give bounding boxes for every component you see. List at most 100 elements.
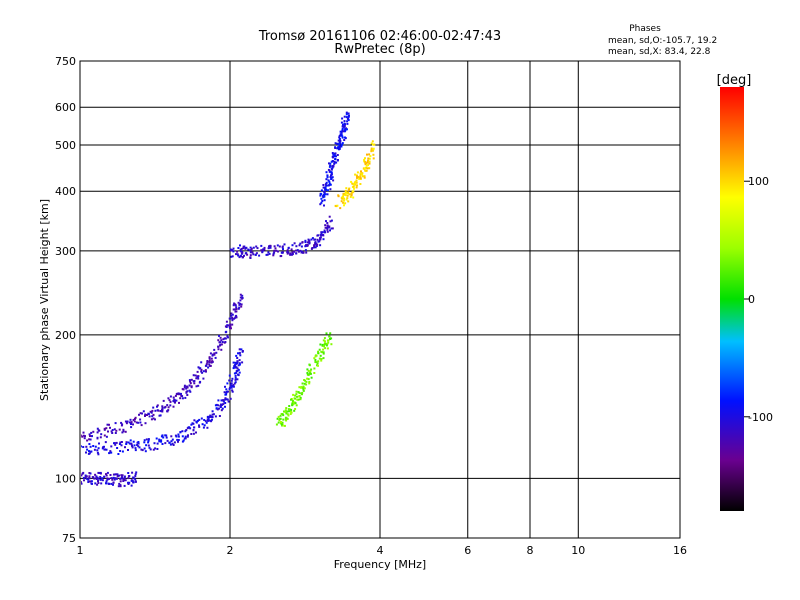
data-point xyxy=(350,180,353,183)
y-tick-label: 300 xyxy=(55,245,76,258)
y-tick-label: 400 xyxy=(55,185,76,198)
colorbar xyxy=(720,87,744,511)
data-point xyxy=(88,433,91,436)
data-point xyxy=(225,330,228,333)
data-point xyxy=(330,168,333,171)
data-point xyxy=(236,378,239,381)
data-point xyxy=(156,405,158,408)
data-point xyxy=(330,173,333,176)
data-point xyxy=(316,243,319,246)
data-point xyxy=(197,384,200,387)
data-point xyxy=(88,477,91,480)
data-point xyxy=(138,446,141,449)
data-point xyxy=(330,178,333,180)
data-point xyxy=(141,412,143,415)
data-point xyxy=(186,435,189,438)
data-point xyxy=(340,130,343,133)
data-point xyxy=(361,173,364,176)
data-point xyxy=(340,145,343,148)
data-point xyxy=(315,245,318,247)
data-point xyxy=(168,399,171,402)
data-point xyxy=(120,421,123,424)
data-point xyxy=(334,158,337,161)
data-point xyxy=(235,354,238,357)
data-point xyxy=(323,204,325,207)
data-point xyxy=(82,431,85,434)
data-point xyxy=(106,477,109,480)
data-point xyxy=(359,183,362,185)
data-point xyxy=(164,442,167,445)
data-point xyxy=(228,388,231,390)
data-point xyxy=(105,448,108,451)
data-point xyxy=(238,359,241,362)
data-point xyxy=(309,370,312,373)
data-point xyxy=(232,304,235,307)
data-point xyxy=(197,377,200,380)
data-point xyxy=(177,439,180,441)
data-point xyxy=(300,245,303,248)
data-point xyxy=(328,215,331,218)
data-point xyxy=(329,183,332,186)
data-point xyxy=(97,480,99,482)
data-point xyxy=(201,423,204,426)
data-point xyxy=(208,361,211,363)
data-point xyxy=(295,245,298,248)
data-point xyxy=(326,343,329,346)
data-point xyxy=(231,255,234,258)
data-point xyxy=(322,357,325,360)
data-point xyxy=(88,452,91,455)
data-point xyxy=(117,485,120,488)
data-point xyxy=(341,117,344,120)
data-point xyxy=(308,240,311,242)
data-point xyxy=(207,366,210,369)
data-point xyxy=(145,444,148,447)
data-point xyxy=(172,396,175,399)
data-point xyxy=(324,347,327,350)
data-point xyxy=(168,441,171,444)
data-point xyxy=(241,297,244,299)
phase-info-line1: mean, sd,O:-105.7, 19.2 xyxy=(608,36,717,46)
data-point xyxy=(96,436,99,439)
data-point xyxy=(90,480,93,483)
data-point xyxy=(188,389,191,392)
data-point xyxy=(203,424,206,427)
data-point xyxy=(83,479,85,482)
data-point xyxy=(209,419,212,422)
data-point xyxy=(366,167,369,170)
data-point xyxy=(126,420,129,423)
data-point xyxy=(308,364,311,367)
data-point xyxy=(250,249,253,251)
data-point xyxy=(307,241,309,244)
data-point xyxy=(347,112,350,115)
data-point xyxy=(235,362,238,364)
data-point xyxy=(88,443,91,445)
data-point xyxy=(177,440,179,443)
data-point xyxy=(317,364,319,367)
data-point xyxy=(321,343,324,346)
data-point xyxy=(320,189,323,192)
data-point xyxy=(218,415,221,417)
data-point xyxy=(267,251,270,254)
x-tick-label: 6 xyxy=(464,544,471,557)
data-point xyxy=(331,152,334,154)
data-point xyxy=(190,378,193,381)
data-point xyxy=(330,160,333,163)
data-point xyxy=(290,408,293,411)
data-point xyxy=(161,434,164,437)
data-point xyxy=(291,244,294,247)
data-point xyxy=(372,149,374,152)
data-point xyxy=(272,254,275,257)
data-point xyxy=(181,430,184,433)
data-point xyxy=(111,432,114,434)
data-point xyxy=(202,426,205,429)
data-point xyxy=(204,420,207,423)
data-point xyxy=(239,293,242,296)
data-point xyxy=(366,153,368,156)
data-point xyxy=(232,384,235,386)
data-point xyxy=(232,385,235,388)
grid-lines xyxy=(80,61,680,538)
data-point xyxy=(143,441,146,444)
data-point xyxy=(116,474,119,477)
data-point xyxy=(325,342,328,345)
data-point xyxy=(103,475,106,478)
